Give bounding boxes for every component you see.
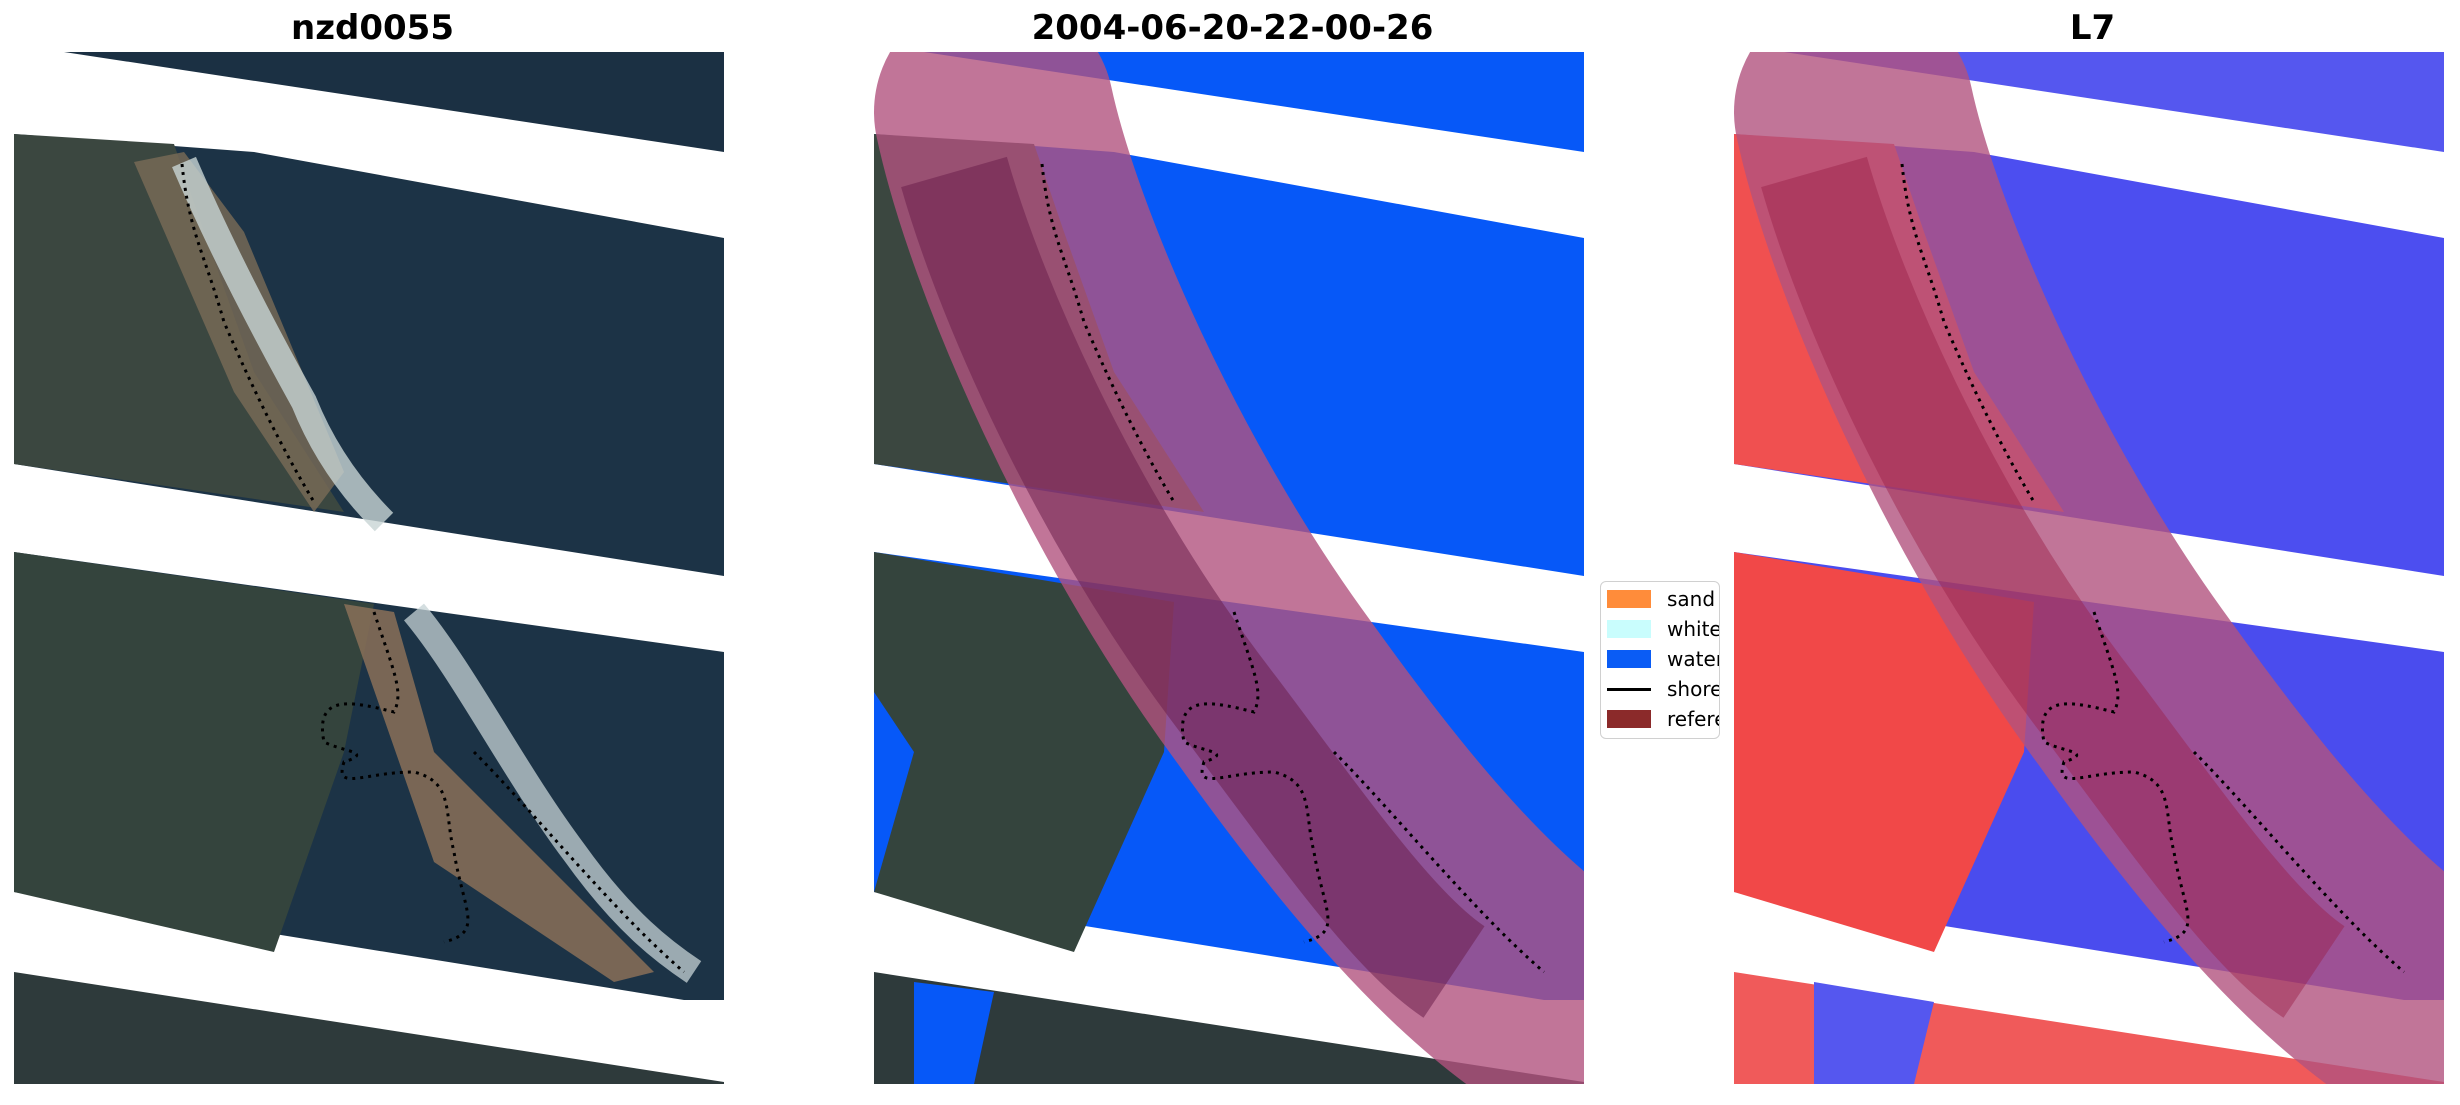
water-index-image: [1734, 52, 2444, 1084]
legend-line-shoreline: [1607, 688, 1651, 691]
shoreline: [1900, 163, 2036, 503]
index-negative-area: [1734, 552, 2034, 952]
shoreline: [321, 611, 470, 944]
surf-zone: [172, 156, 394, 532]
legend-item-shoreline: shoreline: [1601, 674, 1719, 704]
panel-title-rgb: nzd0055: [291, 8, 454, 48]
sand-area: [344, 604, 654, 982]
legend-swatch-whitewater: [1607, 620, 1651, 638]
surf-zone: [404, 603, 702, 983]
legend-item-water: water: [1601, 644, 1720, 674]
legend-label: sand: [1667, 587, 1716, 611]
image-strip: [64, 52, 724, 152]
sand-area: [134, 152, 344, 512]
legend-item-reference-shoreline: reference shoreline: [1601, 704, 1719, 734]
rgb-image-panel: [14, 52, 724, 1084]
shoreline: [180, 163, 316, 503]
reference-shoreline-buffer-landward: [901, 156, 1486, 1018]
legend-swatch-sand: [1607, 590, 1651, 608]
land-area: [874, 552, 1174, 952]
image-strip: [14, 972, 724, 1084]
panel-title-water-index: L7: [2069, 8, 2116, 48]
water-index-panel: [1734, 52, 2444, 1084]
land-area: [874, 972, 1584, 1084]
legend-label: reference shoreline: [1667, 707, 1719, 731]
shoreline: [1332, 750, 1545, 974]
reference-shoreline-buffer: [1734, 52, 2444, 1084]
water-class-area: [914, 982, 994, 1084]
shoreline: [1181, 611, 1330, 944]
classification-panel: [874, 52, 1584, 1084]
panel-title-classification: 2004-06-20-22-00-26: [1031, 8, 1434, 48]
index-positive-area: [1814, 982, 1934, 1084]
shoreline: [2192, 750, 2405, 974]
legend-swatch-water: [1607, 650, 1651, 668]
shoreline: [1040, 163, 1176, 503]
legend-label: water: [1667, 647, 1720, 671]
shoreline: [2041, 611, 2190, 944]
legend-swatch-reference: [1607, 710, 1651, 728]
classification-image: [874, 52, 1584, 1084]
rgb-image: [14, 52, 724, 1084]
legend-item-sand: sand: [1601, 584, 1719, 614]
land-area: [14, 552, 374, 952]
reference-shoreline-buffer-landward: [1761, 156, 2346, 1018]
legend-label: shoreline: [1667, 677, 1719, 701]
shoreline: [472, 750, 685, 974]
